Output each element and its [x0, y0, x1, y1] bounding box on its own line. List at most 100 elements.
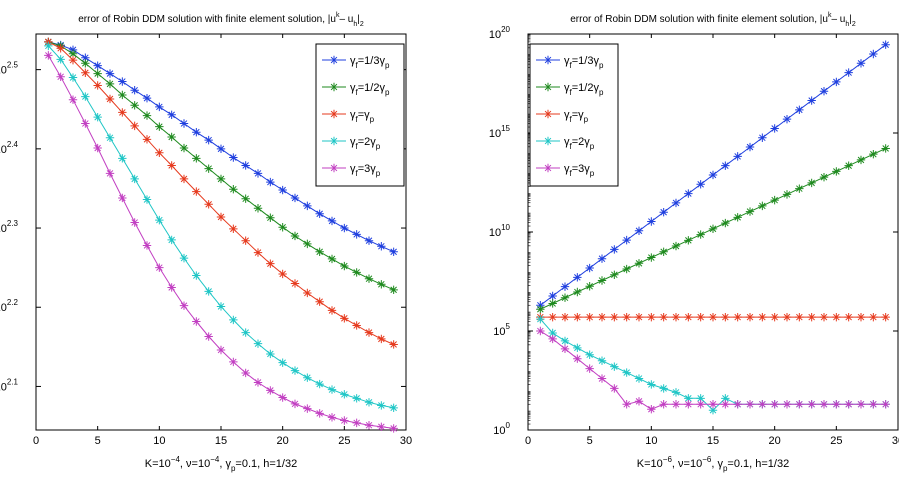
data-point: [290, 366, 300, 375]
data-point: [68, 55, 78, 65]
data-point: [44, 41, 53, 51]
y-tick-label: 102.1: [0, 377, 19, 393]
y-tick-label: 100: [493, 421, 510, 437]
data-point: [536, 314, 545, 324]
data-point: [241, 328, 250, 337]
data-point: [266, 259, 275, 268]
data-point: [253, 169, 263, 178]
data-point: [93, 61, 102, 70]
data-point: [573, 343, 582, 353]
series-2: [536, 144, 890, 314]
data-point: [696, 180, 705, 189]
data-point: [634, 312, 644, 322]
legend-marker: [543, 55, 553, 65]
chart-title: error of Robin DDM solution with finite …: [570, 12, 856, 28]
x-tick-label: 25: [338, 435, 350, 447]
data-point: [758, 201, 767, 211]
data-point: [303, 288, 312, 298]
data-point: [327, 413, 337, 422]
data-point: [733, 400, 742, 409]
data-point: [684, 236, 693, 245]
data-point: [340, 261, 349, 271]
data-point: [241, 368, 250, 378]
legend: γf=1/3γp γf=1/2γp γf=γp γf=2γp γf=3γp: [529, 43, 619, 187]
legend-marker: [329, 163, 339, 173]
data-point: [622, 264, 631, 274]
legend-item: γf=γp: [322, 109, 375, 124]
data-point: [377, 334, 386, 344]
x-tick-label: 5: [587, 435, 593, 447]
data-point: [696, 230, 705, 239]
data-point: [856, 400, 866, 409]
data-point: [81, 119, 90, 128]
legend-label: γf=3γp: [350, 163, 381, 178]
data-point: [253, 248, 263, 257]
data-point: [536, 305, 545, 314]
y-tick-label: 102.3: [0, 219, 19, 235]
data-point: [560, 293, 570, 302]
data-point: [327, 306, 337, 315]
data-point: [290, 399, 300, 409]
data-point: [216, 345, 226, 355]
data-point: [389, 247, 398, 256]
data-point: [610, 384, 619, 393]
data-point: [832, 400, 841, 409]
chart-panel-1: 0 5 10 15 20 25 30 102.1 102.2 102.3 102.4 102.5 err…: [0, 12, 412, 473]
x-tick-label: 0: [525, 435, 531, 447]
data-point: [782, 312, 792, 322]
data-point: [733, 312, 742, 322]
data-point: [118, 108, 127, 117]
data-point: [721, 218, 730, 228]
data-point: [634, 397, 644, 406]
legend-label: γf=γp: [564, 109, 589, 124]
x-tick-label: 15: [215, 435, 227, 447]
data-point: [204, 332, 213, 341]
y-tick-label: 102.2: [0, 298, 19, 314]
data-point: [795, 184, 804, 193]
data-point: [610, 362, 619, 371]
data-point: [142, 195, 152, 204]
data-point: [597, 312, 607, 322]
data-point: [167, 132, 176, 142]
data-point: [548, 328, 557, 338]
y-tick-label: 1020: [489, 25, 511, 41]
data-point: [204, 287, 213, 296]
x-tick-label: 5: [95, 435, 101, 447]
data-point: [179, 143, 189, 153]
data-point: [44, 51, 53, 60]
data-point: [142, 111, 152, 120]
data-point: [327, 216, 337, 226]
data-point: [659, 400, 668, 409]
data-point: [340, 314, 349, 323]
legend-box: [315, 43, 405, 187]
data-point: [708, 406, 718, 415]
data-point: [770, 195, 779, 205]
data-point: [560, 344, 570, 354]
legend-item: γf=3γp: [322, 163, 381, 178]
data-point: [266, 213, 275, 222]
data-point: [819, 400, 829, 409]
data-point: [216, 212, 226, 222]
data-point: [560, 282, 570, 291]
data-point: [585, 350, 594, 359]
data-point: [241, 194, 250, 203]
data-point: [733, 213, 742, 222]
data-point: [179, 119, 189, 128]
data-point: [105, 69, 115, 78]
data-point: [93, 143, 102, 153]
data-point: [253, 204, 263, 213]
data-point: [671, 312, 681, 322]
data-point: [290, 231, 300, 241]
data-point: [573, 287, 582, 297]
data-point: [229, 224, 238, 234]
data-point: [241, 236, 250, 245]
data-point: [856, 155, 866, 165]
data-point: [758, 400, 767, 409]
data-point: [634, 226, 644, 236]
data-point: [216, 302, 226, 311]
data-point: [881, 400, 890, 409]
data-point: [770, 312, 779, 322]
data-point: [869, 49, 878, 59]
series-4: [44, 41, 398, 413]
legend-box: [529, 43, 619, 187]
